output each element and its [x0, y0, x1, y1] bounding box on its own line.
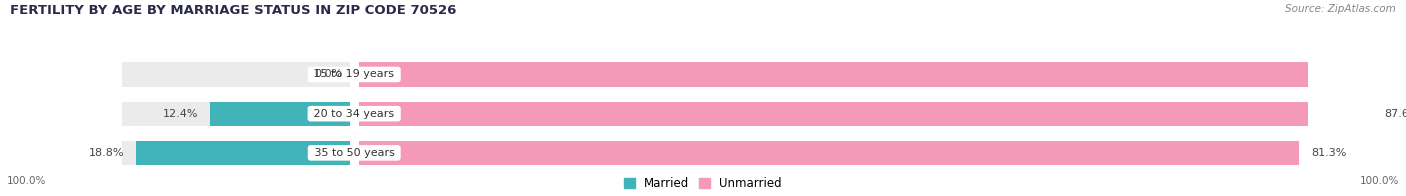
Text: 0.0%: 0.0% — [315, 69, 343, 80]
Bar — [122, 62, 1284, 87]
Text: 18.8%: 18.8% — [89, 148, 124, 158]
Text: 20 to 34 years: 20 to 34 years — [311, 109, 398, 119]
Text: 15 to 19 years: 15 to 19 years — [311, 69, 398, 80]
Legend: Married, Unmarried: Married, Unmarried — [624, 177, 782, 190]
Bar — [354, 102, 1372, 126]
Bar — [354, 62, 1406, 87]
Text: 12.4%: 12.4% — [163, 109, 198, 119]
Bar — [135, 141, 354, 165]
Text: 100.0%: 100.0% — [1360, 176, 1399, 186]
Bar — [350, 62, 359, 87]
Bar — [350, 141, 359, 165]
Text: Source: ZipAtlas.com: Source: ZipAtlas.com — [1285, 4, 1396, 14]
Text: 100.0%: 100.0% — [7, 176, 46, 186]
Text: 35 to 50 years: 35 to 50 years — [311, 148, 398, 158]
Bar — [122, 102, 1284, 126]
Bar — [350, 102, 359, 126]
Bar — [122, 141, 1284, 165]
Text: 87.6%: 87.6% — [1385, 109, 1406, 119]
Bar — [354, 141, 1299, 165]
Text: 81.3%: 81.3% — [1310, 148, 1347, 158]
Bar — [209, 102, 354, 126]
Text: FERTILITY BY AGE BY MARRIAGE STATUS IN ZIP CODE 70526: FERTILITY BY AGE BY MARRIAGE STATUS IN Z… — [10, 4, 456, 17]
